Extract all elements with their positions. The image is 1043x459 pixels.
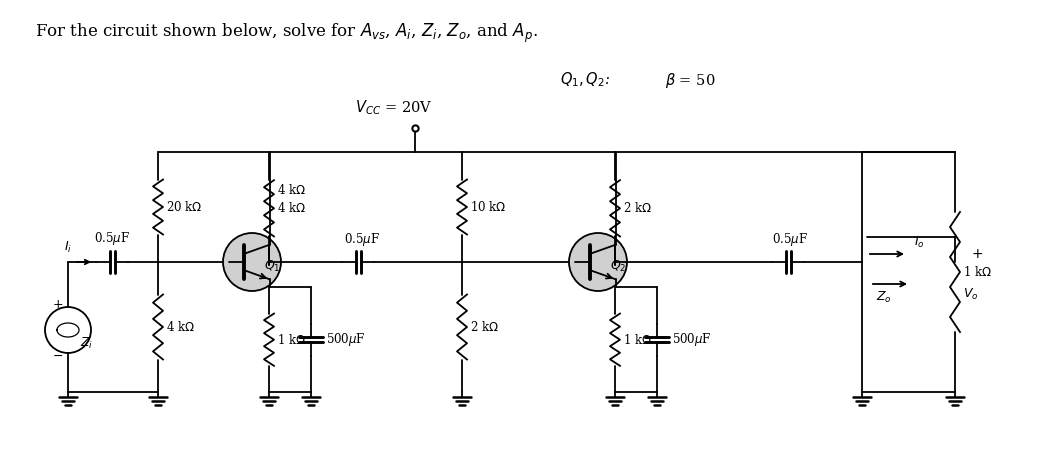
Text: 4 k$\Omega$: 4 k$\Omega$ <box>277 183 306 197</box>
Text: 2 k$\Omega$: 2 k$\Omega$ <box>623 202 652 215</box>
Text: 4 k$\Omega$: 4 k$\Omega$ <box>277 202 306 215</box>
Text: 4 k$\Omega$: 4 k$\Omega$ <box>166 320 195 334</box>
Text: +: + <box>971 247 983 261</box>
Text: 1 k$\Omega$: 1 k$\Omega$ <box>277 333 306 347</box>
Text: 0.5$\mu$F: 0.5$\mu$F <box>772 231 808 248</box>
Text: 2 k$\Omega$: 2 k$\Omega$ <box>470 320 499 334</box>
Text: 20 k$\Omega$: 20 k$\Omega$ <box>166 200 202 214</box>
Circle shape <box>223 233 281 291</box>
Text: 500$\mu$F: 500$\mu$F <box>326 331 366 348</box>
Text: $Q_1$: $Q_1$ <box>264 258 281 274</box>
Text: 0.5$\mu$F: 0.5$\mu$F <box>344 231 380 248</box>
Text: −: − <box>53 349 64 363</box>
Text: $I_o$: $I_o$ <box>914 235 925 250</box>
Circle shape <box>569 233 627 291</box>
Text: $I_i$: $I_i$ <box>64 240 72 255</box>
Text: 10 k$\Omega$: 10 k$\Omega$ <box>470 200 507 214</box>
Text: 1 k$\Omega$: 1 k$\Omega$ <box>963 265 992 279</box>
Text: $\beta$ = 50: $\beta$ = 50 <box>665 71 715 90</box>
Text: $Q_1, Q_2$:: $Q_1, Q_2$: <box>560 71 610 90</box>
Text: For the circuit shown below, solve for $A_{vs}$, $A_i$, $Z_i$, $Z_o$, and $A_p$.: For the circuit shown below, solve for $… <box>35 22 538 45</box>
Text: $V_o$: $V_o$ <box>963 286 978 302</box>
Text: +: + <box>53 297 64 310</box>
Text: $Q_2$: $Q_2$ <box>610 258 627 274</box>
Text: $V_{CC}$ = 20V: $V_{CC}$ = 20V <box>355 99 433 118</box>
Text: $Z_i$: $Z_i$ <box>80 336 93 351</box>
Text: $Z_o$: $Z_o$ <box>876 290 892 305</box>
Text: 1 k$\Omega$: 1 k$\Omega$ <box>623 333 652 347</box>
Text: 0.5$\mu$F: 0.5$\mu$F <box>94 230 130 247</box>
Text: 500$\mu$F: 500$\mu$F <box>672 331 711 348</box>
